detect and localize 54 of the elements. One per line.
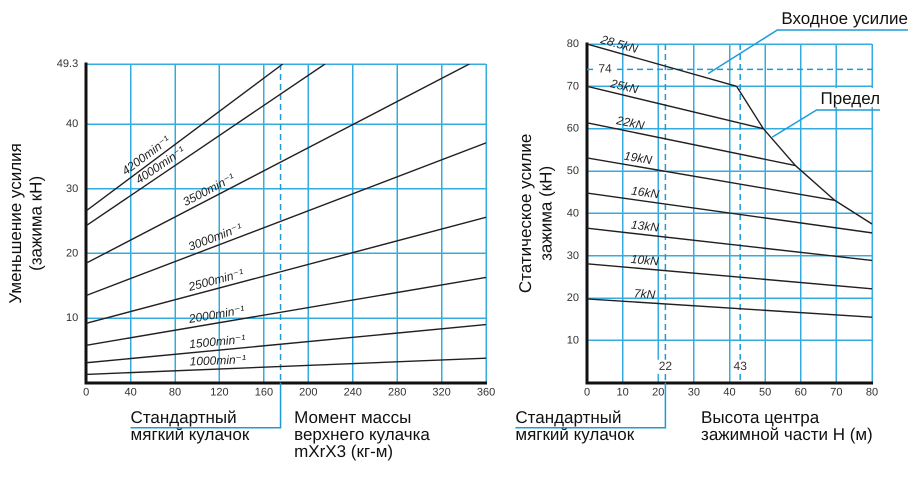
y-tick-label: 50 (566, 165, 580, 178)
y-tick-label: 30 (66, 182, 78, 195)
ref-line-label: 22 (658, 359, 672, 374)
y-tick-label: 80 (566, 38, 580, 50)
y-axis-title: Уменьшение усилия (зажима кН) (6, 143, 46, 304)
y-tick-label: 30 (566, 250, 580, 262)
y-tick-label: 10 (66, 312, 78, 324)
ref-line-label: 43 (734, 359, 748, 374)
x-axis-title: Высота центра зажимной части Н (м) (701, 408, 873, 444)
annotation: Входное усилие (781, 9, 908, 28)
y-tick-label: 40 (566, 207, 580, 220)
x-tick-label: 50 (759, 386, 772, 398)
x-tick-label: 30 (688, 386, 700, 398)
y-tick-label: 20 (66, 248, 78, 260)
x-tick-label: 80 (866, 386, 878, 398)
x-tick-label: 360 (476, 386, 496, 398)
text: 10kN (630, 252, 660, 268)
annotation: Предел (820, 89, 880, 108)
text: 25kN (608, 76, 640, 97)
y-tick-label: 49.3 (56, 58, 78, 70)
x-tick-label: 160 (254, 386, 274, 398)
x-tick-label: 200 (299, 386, 318, 398)
x-tick-label: 70 (830, 386, 843, 398)
x-tick-label: 240 (344, 386, 362, 398)
text: 2000min⁻¹ (186, 302, 246, 326)
x-tick-label: 10 (616, 386, 629, 398)
annotation: Стандартный мягкий кулачок (130, 408, 250, 444)
y-tick-label: 10 (566, 334, 580, 346)
x-tick-label: 0 (584, 386, 590, 398)
y-tick-label: 60 (566, 122, 580, 135)
x-tick-label: 280 (388, 386, 406, 398)
text: 28.5kN (598, 32, 640, 56)
text: 1500min⁻¹ (188, 332, 246, 352)
series-label: 7kN (633, 286, 656, 302)
x-tick-label: 0 (83, 386, 90, 398)
ref-line-label: 74 (598, 62, 612, 76)
text: 13kN (630, 218, 660, 235)
y-tick-label: 70 (566, 80, 580, 92)
x-tick-label: 60 (794, 386, 807, 398)
annotation: Стандартный мягкий кулачок (515, 408, 635, 444)
x-axis-title: Момент массы верхнего кулачка mXrX3 (кг-м) (294, 408, 430, 461)
text: 19kN (623, 148, 654, 168)
y-tick-label: 20 (566, 292, 580, 304)
series-label: 1000min⁻¹ (189, 352, 246, 369)
x-tick-label: 80 (168, 386, 182, 398)
x-tick-label: 120 (210, 386, 229, 398)
text: 16kN (630, 184, 660, 202)
x-tick-label: 320 (432, 386, 451, 398)
y-tick-label: 40 (66, 118, 78, 130)
x-tick-label: 40 (723, 386, 736, 398)
x-tick-label: 40 (124, 386, 137, 398)
x-tick-label: 20 (652, 386, 664, 398)
y-axis-title: Статическое усилие зажима (кН) (516, 134, 556, 294)
text: 22kN (614, 112, 646, 133)
